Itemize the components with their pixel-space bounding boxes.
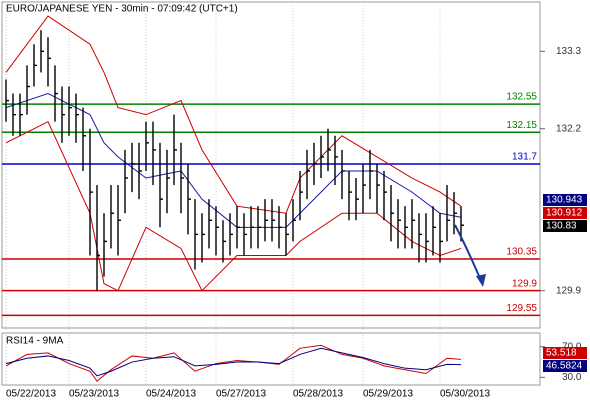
rsi-title: RSI14 - 9MA [6,336,64,347]
price-label: 130.83 [546,221,577,232]
indicator-line [5,92,462,228]
x-tick-label: 05/23/2013 [69,389,119,400]
chart-title: EURO/JAPANESE YEN - 30min - 07:09:42 (UT… [6,4,238,15]
rsi-line [5,344,462,382]
rsi-box [543,347,587,359]
x-tick-label: 05/30/2013 [440,389,490,400]
level-label: 132.55 [506,92,537,103]
x-tick-label: 05/28/2013 [293,389,343,400]
y-tick-label: 129.9 [556,285,581,296]
rsi-value-label: 53.518 [546,348,577,359]
x-tick-label: 05/24/2013 [146,389,196,400]
level-label: 132.15 [506,120,537,131]
rsi-line [5,347,462,377]
y-tick-label: 133.3 [556,46,581,57]
y-tick-label: 70.0 [562,341,582,352]
price-box [543,207,587,219]
rsi-box [543,360,587,372]
level-label: 129.9 [512,278,537,289]
y-tick-label: 30.0 [562,372,582,383]
price-panel [1,1,541,329]
x-tick-label: 05/22/2013 [6,389,56,400]
rsi-value-label: 46.5824 [546,361,583,372]
price-box [543,220,587,232]
arrow-head [476,274,486,287]
x-tick-label: 05/29/2013 [363,389,413,400]
y-tick-label: 132.2 [556,123,581,134]
price-label: 130.943 [546,195,583,206]
level-label: 129.55 [506,303,537,314]
indicator-line [5,15,462,214]
price-label: 130.912 [546,208,583,219]
level-label: 130.35 [506,247,537,258]
price-box [543,194,587,206]
level-label: 131.7 [512,152,537,163]
x-tick-label: 05/27/2013 [216,389,266,400]
